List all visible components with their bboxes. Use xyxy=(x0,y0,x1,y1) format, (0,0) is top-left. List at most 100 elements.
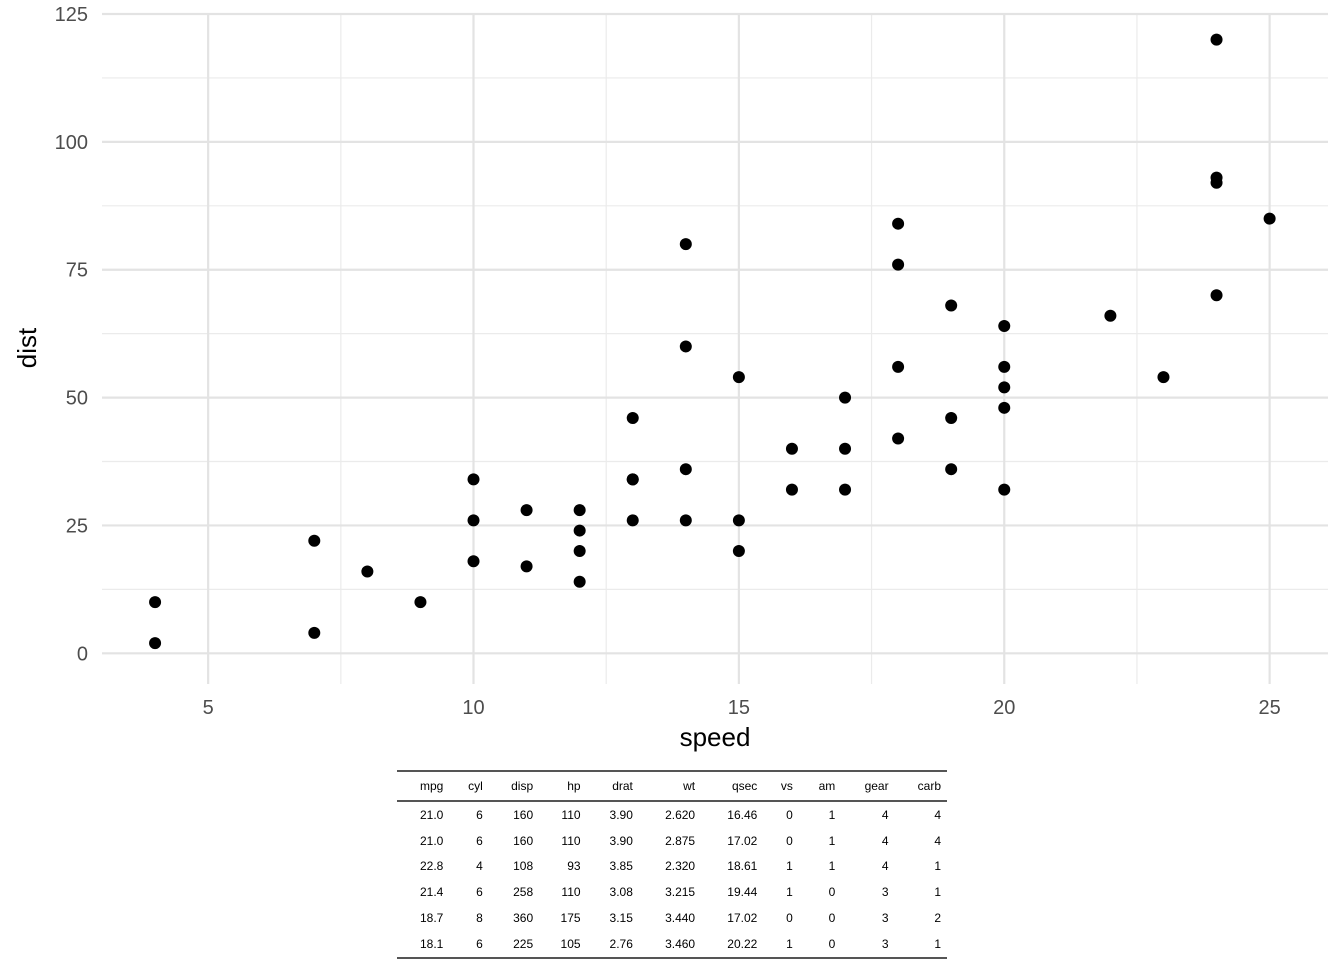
major-gridlines xyxy=(102,12,1328,684)
y-tick-label: 25 xyxy=(66,515,88,537)
scatter-point xyxy=(679,238,692,251)
table-cell: 93 xyxy=(567,859,581,874)
table-cell: 0 xyxy=(786,833,793,848)
table-cell: 21.4 xyxy=(419,885,444,900)
table-cell: 6 xyxy=(449,930,489,959)
table-cell: 4 xyxy=(881,807,889,822)
y-axis-tick-labels: 0 25 50 75 100 125 xyxy=(55,4,88,665)
table-cell: 20.22 xyxy=(701,930,764,959)
table-cell: 4 xyxy=(934,807,941,822)
table-cell: 360 xyxy=(513,911,534,926)
table-cell: 19.44 xyxy=(727,885,758,900)
scatter-point xyxy=(467,555,480,568)
x-tick-label: 15 xyxy=(728,697,750,719)
column-header-gear: gear xyxy=(841,770,895,802)
table-cell: 6 xyxy=(476,807,483,822)
table-cell: 3.08 xyxy=(609,885,633,900)
scatter-point xyxy=(679,463,692,476)
table-cell: 0 xyxy=(798,930,842,959)
y-tick-label: 125 xyxy=(55,4,88,26)
x-axis-tick-labels: 5 10 15 20 25 xyxy=(203,697,1281,719)
x-axis-title: speed xyxy=(680,722,751,752)
y-tick-label: 75 xyxy=(66,260,88,282)
table-cell: 3 xyxy=(841,930,895,959)
table-cell: 22.8 xyxy=(419,859,444,874)
table-cell: 4 xyxy=(881,859,889,874)
scatter-point xyxy=(998,319,1011,332)
scatter-point xyxy=(839,442,852,455)
table-cell: 1 xyxy=(894,930,947,959)
table-cell: 2.76 xyxy=(586,930,639,959)
table-cell: 3.90 xyxy=(609,807,633,822)
scatter-point xyxy=(1263,212,1276,225)
x-tick-label: 20 xyxy=(993,697,1015,719)
table-cell: 110 xyxy=(561,833,581,848)
scatter-point xyxy=(520,560,533,573)
table-cell: 160 xyxy=(513,807,534,822)
table-cell: 18.61 xyxy=(727,859,758,874)
scatter-point xyxy=(626,514,639,527)
table-cell: 3.90 xyxy=(609,833,633,848)
table-cell: 0 xyxy=(786,911,793,926)
column-header-vs: vs xyxy=(763,770,799,802)
scatter-point xyxy=(679,514,692,527)
scatter-point xyxy=(732,371,745,384)
table-cell: 1 xyxy=(786,859,793,874)
table-cell: 1 xyxy=(828,833,836,848)
scatter-point xyxy=(626,412,639,425)
scatter-point xyxy=(945,299,958,312)
scatter-point xyxy=(998,381,1011,394)
scatter-point xyxy=(467,473,480,486)
scatter-point xyxy=(732,545,745,558)
scatter-point xyxy=(839,483,852,496)
scatter-point xyxy=(892,217,905,230)
table-cell: 3.440 xyxy=(665,911,696,926)
table-cell: 8 xyxy=(476,911,483,926)
table-cell: 3 xyxy=(881,885,889,900)
table-cell: 1 xyxy=(828,807,836,822)
table-cell: 1 xyxy=(828,859,836,874)
column-header-hp: hp xyxy=(539,770,587,802)
column-header-mpg: mpg xyxy=(397,770,450,802)
table-cell: 108 xyxy=(513,859,534,874)
scatter-point xyxy=(1210,289,1223,302)
table-row: 22.8 4 108 93 3.85 2.320 18.61 1 1 4 1 xyxy=(397,854,947,880)
column-header-drat: drat xyxy=(586,770,639,802)
table-cell: 18.7 xyxy=(419,911,444,926)
table-cell: 4 xyxy=(934,833,941,848)
table-cell: 16.46 xyxy=(727,807,758,822)
table-cell: 160 xyxy=(513,833,534,848)
table-cell: 3 xyxy=(881,911,889,926)
scatter-point xyxy=(308,534,321,547)
x-tick-label: 25 xyxy=(1258,697,1280,719)
scatter-point xyxy=(998,360,1011,373)
table-cell: 3.85 xyxy=(609,859,633,874)
scatter-point xyxy=(361,565,374,578)
table-cell: 0 xyxy=(786,807,793,822)
table-cell: 17.02 xyxy=(727,911,758,926)
scatter-point xyxy=(573,504,586,517)
scatter-point xyxy=(573,524,586,537)
table-cell: 6 xyxy=(476,885,483,900)
table-cell: 225 xyxy=(488,930,540,959)
scatter-point xyxy=(626,473,639,486)
scatter-point xyxy=(945,412,958,425)
scatter-point xyxy=(414,596,427,609)
table-cell: 175 xyxy=(560,911,581,926)
table-cell: 0 xyxy=(828,911,836,926)
table-cell: 110 xyxy=(561,807,581,822)
table-cell: 4 xyxy=(881,833,889,848)
table-cell: 2.875 xyxy=(665,833,696,848)
table-cell: 17.02 xyxy=(727,833,758,848)
scatter-point xyxy=(149,596,162,609)
scatter-point xyxy=(520,504,533,517)
scatter-point xyxy=(308,626,321,639)
minor-gridlines xyxy=(102,14,1328,684)
table-cell: 3.215 xyxy=(665,885,696,900)
table-cell: 21.0 xyxy=(419,807,444,822)
scatter-chart: 5 10 15 20 25 0 25 50 75 100 125 speed dist xyxy=(12,4,1328,752)
table-cell: 2 xyxy=(934,911,941,926)
scatter-point xyxy=(1210,33,1223,46)
column-header-am: am xyxy=(798,770,842,802)
column-header-disp: disp xyxy=(488,770,540,802)
